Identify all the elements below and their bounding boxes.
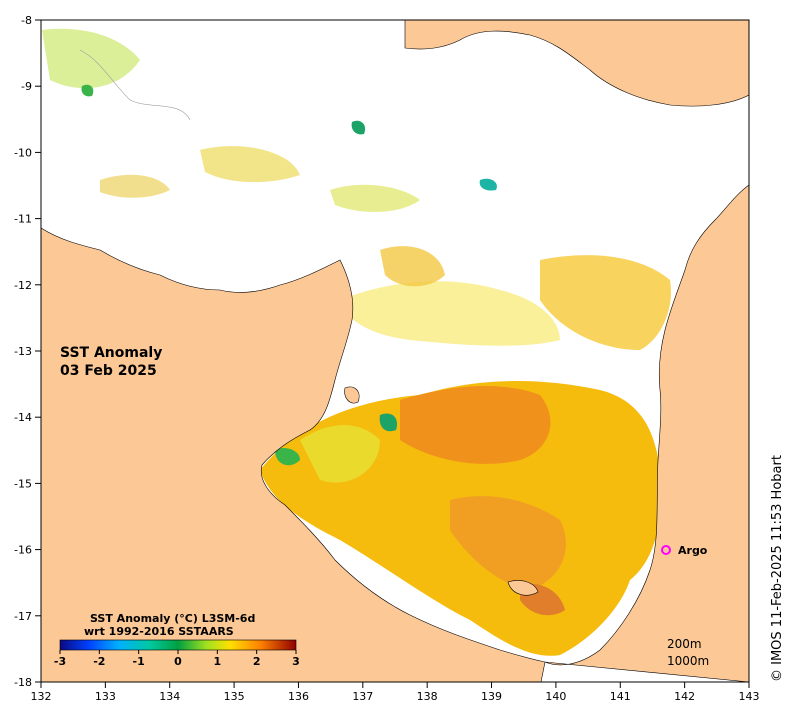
argo-label: Argo [678,544,708,557]
x-tick-label: 142 [674,690,695,703]
colorbar-title-line2: wrt 1992-2016 SSTAARS [84,625,234,638]
bathymetry-contour [79,49,191,121]
colorbar-tick-label: 2 [253,655,261,668]
land-cape-york [544,184,749,682]
y-tick-label: -15 [14,477,32,490]
y-tick-label: -9 [21,80,32,93]
y-tick-label: -18 [14,676,32,689]
land-new-guinea [404,20,749,107]
land-groote-eylandt [344,386,360,404]
x-tick-label: 140 [545,690,566,703]
imos-credit: © IMOS 11-Feb-2025 11:53 Hobart [770,455,785,682]
argo-marker-icon [661,545,671,555]
colorbar-tick-label: 0 [174,655,182,668]
y-tick-label: -16 [14,544,32,557]
x-tick-label: 132 [31,690,52,703]
sst-anomaly-field [42,28,671,656]
depth-legend-1000m: 1000m [667,654,709,668]
y-tick-label: -10 [14,146,32,159]
x-tick-label: 135 [224,690,245,703]
land-mornington-island [507,580,539,596]
y-tick-label: -14 [14,411,32,424]
land-arnhem [41,227,546,682]
colorbar-title-line1: SST Anomaly (°C) L3SM-6d [90,612,255,625]
x-tick-label: 133 [95,690,116,703]
x-tick-label: 141 [610,690,631,703]
colorbar-tick-label: -1 [133,655,145,668]
colorbar [59,639,297,651]
y-tick-label: -12 [14,279,32,292]
x-axis: 132 133 134 135 136 137 138 139 140 141 142 143 [31,682,760,703]
x-tick-label: 137 [352,690,373,703]
x-tick-label: 143 [739,690,760,703]
colorbar-tick-label: -3 [54,655,66,668]
x-tick-label: 136 [288,690,309,703]
colorbar-tick-label: 1 [214,655,222,668]
x-tick-label: 139 [481,690,502,703]
colorbar-tick-label: -2 [93,655,105,668]
y-tick-label: -11 [14,213,32,226]
x-tick-label: 134 [159,690,180,703]
colorbar-tick-label: 3 [292,655,300,668]
depth-legend-200m: 200m [667,637,702,651]
y-tick-label: -8 [21,14,32,27]
y-tick-label: -13 [14,345,32,358]
map-title-line1: SST Anomaly [60,345,162,361]
y-axis: -8 -9 -10 -11 -12 -13 -14 -15 -16 -17 -18 [14,14,41,689]
map-title-line2: 03 Feb 2025 [60,363,157,379]
colorbar-ticks: -3 -2 -1 0 1 2 3 [54,650,300,668]
x-tick-label: 138 [417,690,438,703]
y-tick-label: -17 [14,610,32,623]
